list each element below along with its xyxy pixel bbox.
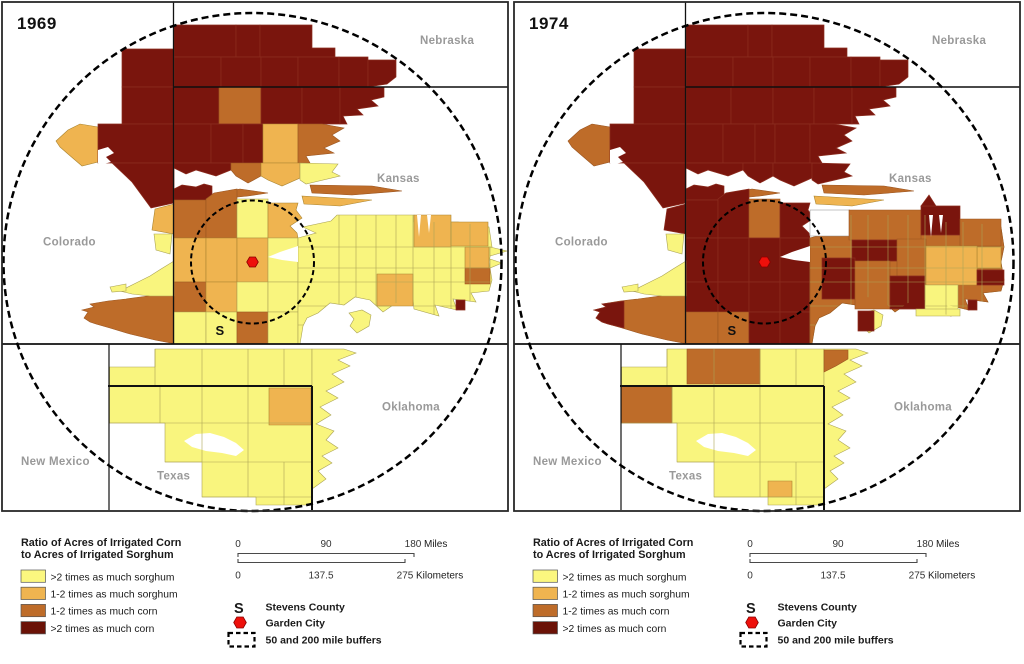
svg-text:50 and 200 mile buffers: 50 and 200 mile buffers xyxy=(266,635,382,647)
svg-text:50 and 200 mile buffers: 50 and 200 mile buffers xyxy=(778,635,894,647)
svg-text:1-2 times as much sorghum: 1-2 times as much sorghum xyxy=(563,590,690,601)
svg-text:Ratio of Acres of Irrigated Co: Ratio of Acres of Irrigated Corn xyxy=(21,537,181,549)
svg-text:Kansas: Kansas xyxy=(377,173,420,185)
svg-text:Miles: Miles xyxy=(424,539,447,550)
svg-text:Kilometers: Kilometers xyxy=(416,571,463,582)
svg-text:Oklahoma: Oklahoma xyxy=(894,402,952,414)
svg-text:90: 90 xyxy=(320,539,332,550)
svg-text:Nebraska: Nebraska xyxy=(420,35,474,47)
svg-text:0: 0 xyxy=(235,571,241,582)
svg-text:Kansas: Kansas xyxy=(889,173,932,185)
svg-text:New Mexico: New Mexico xyxy=(533,456,602,468)
svg-text:137.5: 137.5 xyxy=(308,571,333,582)
svg-text:90: 90 xyxy=(832,539,844,550)
svg-text:S: S xyxy=(234,601,244,617)
svg-text:>2 times as much sorghum: >2 times as much sorghum xyxy=(563,572,687,583)
svg-text:Colorado: Colorado xyxy=(555,237,608,249)
svg-text:Stevens County: Stevens County xyxy=(778,602,858,614)
svg-text:0: 0 xyxy=(235,539,241,550)
svg-text:1-2 times as much sorghum: 1-2 times as much sorghum xyxy=(51,590,178,601)
svg-text:>2 times as much corn: >2 times as much corn xyxy=(563,624,667,635)
svg-text:1974: 1974 xyxy=(529,14,569,33)
svg-text:Stevens County: Stevens County xyxy=(266,602,346,614)
svg-text:137.5: 137.5 xyxy=(820,571,845,582)
svg-text:275: 275 xyxy=(397,571,414,582)
svg-text:S: S xyxy=(746,601,756,617)
svg-text:Nebraska: Nebraska xyxy=(932,35,986,47)
svg-text:Ratio of Acres of Irrigated Co: Ratio of Acres of Irrigated Corn xyxy=(533,537,693,549)
svg-text:275: 275 xyxy=(909,571,926,582)
svg-text:S: S xyxy=(728,323,737,338)
svg-text:to Acres of Irrigated Sorghum: to Acres of Irrigated Sorghum xyxy=(21,549,174,561)
svg-text:180: 180 xyxy=(405,539,422,550)
svg-text:1969: 1969 xyxy=(17,14,57,33)
svg-text:1-2 times as much corn: 1-2 times as much corn xyxy=(51,607,158,618)
svg-text:Garden City: Garden City xyxy=(266,618,326,630)
svg-text:1-2 times as much corn: 1-2 times as much corn xyxy=(563,607,670,618)
svg-text:>2 times as much corn: >2 times as much corn xyxy=(51,624,155,635)
svg-text:Kilometers: Kilometers xyxy=(928,571,975,582)
svg-text:0: 0 xyxy=(747,571,753,582)
svg-text:New Mexico: New Mexico xyxy=(21,456,90,468)
svg-text:to Acres of Irrigated Sorghum: to Acres of Irrigated Sorghum xyxy=(533,549,686,561)
svg-text:180: 180 xyxy=(917,539,934,550)
svg-text:S: S xyxy=(216,323,225,338)
svg-text:Colorado: Colorado xyxy=(43,237,96,249)
svg-text:>2 times as much sorghum: >2 times as much sorghum xyxy=(51,572,175,583)
svg-text:Miles: Miles xyxy=(936,539,959,550)
svg-text:Garden City: Garden City xyxy=(778,618,838,630)
svg-text:Oklahoma: Oklahoma xyxy=(382,402,440,414)
svg-text:0: 0 xyxy=(747,539,753,550)
svg-text:Texas: Texas xyxy=(669,471,702,483)
svg-text:Texas: Texas xyxy=(157,471,190,483)
